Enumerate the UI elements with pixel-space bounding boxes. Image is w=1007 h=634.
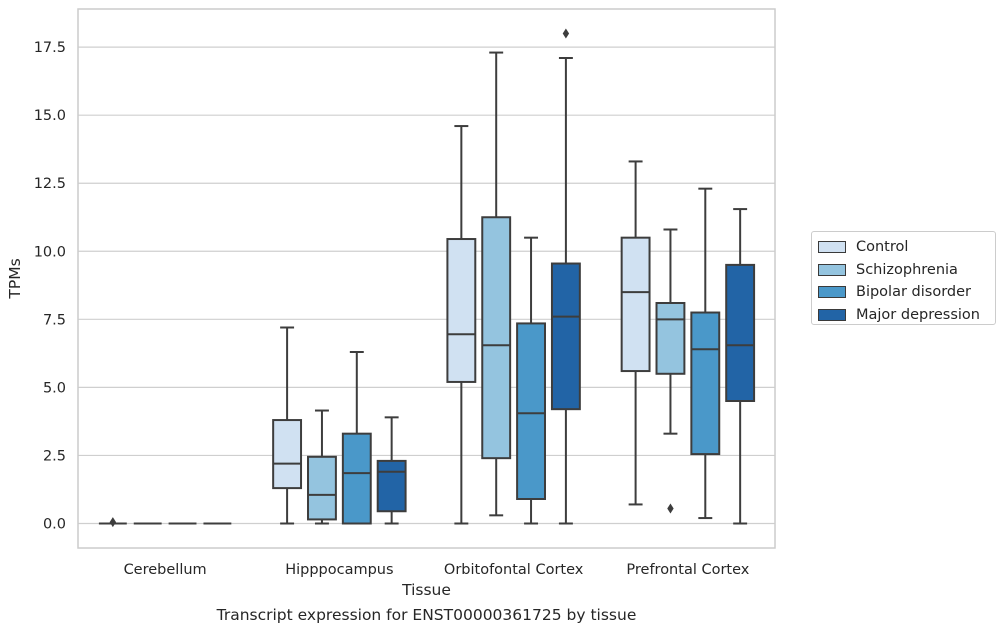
y-tick-label: 12.5 (34, 176, 66, 192)
legend-item: Control (818, 236, 995, 259)
y-tick-label: 15.0 (34, 108, 66, 124)
outlier-point (562, 28, 570, 39)
y-tick-label: 7.5 (43, 312, 66, 328)
x-tick-label: Orbitofontal Cortex (444, 562, 584, 578)
box (655, 302, 686, 375)
y-axis-label: TPMs (6, 258, 24, 299)
figure-caption: Transcript expression for ENST0000036172… (216, 606, 637, 624)
box (481, 216, 512, 460)
outlier-point (667, 503, 674, 514)
box (376, 459, 407, 513)
y-tick-label: 10.0 (34, 244, 66, 260)
box (620, 236, 651, 373)
box (446, 238, 477, 383)
x-tick-label: Prefrontal Cortex (626, 562, 749, 578)
box (690, 311, 721, 456)
box (516, 322, 546, 500)
y-tick-label: 5.0 (43, 380, 66, 396)
plot-background (78, 9, 775, 548)
legend-swatch (818, 286, 846, 299)
legend-swatch (818, 241, 846, 254)
y-tick-label: 17.5 (34, 40, 66, 56)
plot-frame (77, 8, 776, 549)
y-tick-label: 0.0 (43, 517, 66, 533)
legend-label: Control (856, 239, 909, 256)
box (725, 263, 756, 402)
x-axis-label: Tissue (401, 581, 451, 599)
box (307, 455, 337, 521)
outlier-point (109, 517, 117, 528)
legend-item: Major depression (818, 304, 995, 327)
legend-item: Schizophrenia (818, 259, 995, 282)
x-tick-label: Cerebellum (124, 562, 207, 578)
legend-label: Major depression (856, 306, 980, 323)
legend: Control Schizophrenia Bipolar disorder Majo… (811, 231, 996, 325)
box (550, 262, 581, 411)
box (272, 419, 303, 490)
legend-item: Bipolar disorder (818, 281, 995, 304)
legend-swatch (818, 263, 846, 276)
y-tick-label: 2.5 (43, 448, 66, 464)
x-tick-label: Hipppocampus (285, 562, 393, 578)
legend-label: Bipolar disorder (856, 284, 971, 301)
box (341, 432, 372, 525)
legend-swatch (818, 308, 846, 321)
legend-label: Schizophrenia (856, 261, 958, 278)
